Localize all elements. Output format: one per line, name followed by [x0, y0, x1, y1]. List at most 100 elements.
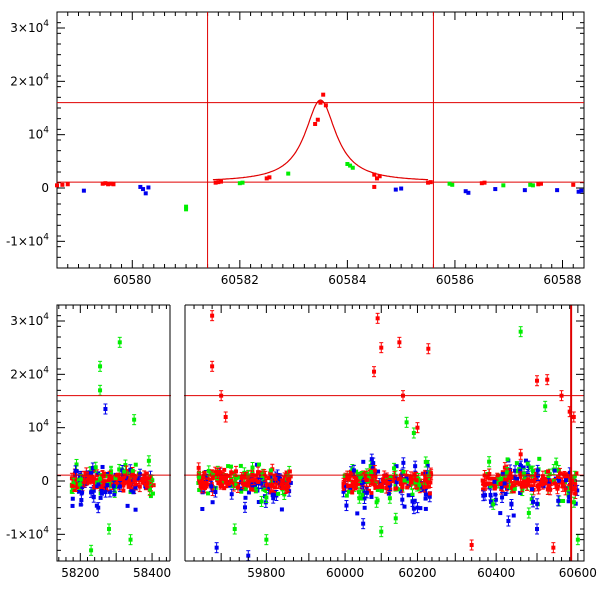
red-data-point — [206, 482, 211, 487]
green-data-point — [571, 500, 576, 505]
red-data-point — [235, 485, 240, 490]
blue-data-point — [398, 489, 403, 494]
green-outlier-point — [89, 548, 94, 553]
blue-data-point — [511, 513, 516, 518]
red-data-point — [515, 480, 520, 485]
red-data-point — [128, 481, 133, 486]
red-data-point — [570, 478, 575, 483]
red-outlier-point — [375, 316, 380, 321]
blue-outlier-point — [103, 407, 108, 411]
green-outlier-point — [404, 420, 409, 425]
red-data-point — [555, 486, 560, 491]
green-data-point — [357, 490, 362, 495]
green-data-point — [388, 475, 393, 480]
blue-data-point — [425, 463, 430, 468]
red-data-point — [98, 483, 103, 488]
red-data-point — [213, 180, 218, 185]
green-outlier-point — [575, 537, 580, 542]
blue-data-point — [143, 191, 148, 196]
blue-data-point — [361, 459, 366, 464]
green-data-point — [572, 474, 577, 479]
blue-data-point — [509, 501, 514, 506]
blue-data-point — [117, 484, 122, 489]
blue-data-point — [423, 496, 428, 501]
blue-data-point — [523, 458, 528, 463]
y-tick-label: 3×104 — [10, 312, 49, 328]
red-data-point — [546, 469, 551, 474]
green-data-point — [93, 465, 98, 470]
blue-data-point — [362, 496, 367, 501]
red-data-point — [563, 487, 568, 492]
bottom-plot-frame-right — [185, 304, 585, 562]
red-data-point — [413, 475, 418, 480]
red-outlier-point — [571, 415, 576, 419]
y-tick-label: 104 — [28, 419, 49, 435]
red-data-point — [542, 476, 547, 481]
red-data-point — [216, 481, 221, 486]
red-data-point — [380, 484, 385, 489]
blue-data-point — [270, 493, 275, 498]
blue-data-point — [90, 465, 95, 470]
red-data-point — [55, 183, 59, 188]
red-data-point — [572, 480, 577, 485]
red-outlier-point — [469, 543, 474, 547]
red-data-point — [249, 487, 254, 492]
red-data-point — [219, 179, 224, 184]
red-data-point — [420, 481, 425, 486]
green-data-point — [250, 465, 255, 470]
blue-data-point — [70, 496, 75, 501]
red-data-point — [489, 476, 494, 481]
green-outlier-point — [128, 537, 133, 542]
green-data-point — [243, 487, 248, 492]
blue-data-point — [386, 491, 391, 496]
blue-data-point — [88, 470, 93, 475]
blue-data-point — [138, 184, 143, 189]
blue-data-point — [579, 188, 584, 193]
green-outlier-point — [232, 527, 237, 531]
green-outlier-point — [379, 529, 384, 534]
green-data-point — [237, 181, 242, 186]
blue-data-point — [515, 476, 520, 481]
blue-data-point — [387, 483, 392, 488]
blue-data-point — [567, 495, 572, 500]
red-data-point — [145, 484, 150, 489]
blue-data-point — [364, 490, 369, 495]
blue-data-point — [493, 497, 498, 502]
red-data-point — [545, 487, 550, 492]
red-data-point — [525, 477, 530, 482]
red-data-point — [122, 481, 127, 486]
bottom-plot-frame-left — [56, 304, 170, 562]
red-data-point — [102, 471, 107, 476]
red-data-point — [205, 477, 210, 482]
red-data-point — [263, 474, 268, 479]
red-data-point — [526, 479, 531, 484]
red-data-point — [384, 479, 389, 484]
red-data-point — [313, 122, 318, 126]
red-outlier-point — [551, 545, 556, 550]
x-tick-label: 60600 — [559, 566, 597, 580]
red-data-point — [240, 474, 245, 479]
blue-data-point — [362, 505, 367, 510]
blue-data-point — [513, 468, 518, 473]
red-data-point — [425, 480, 430, 485]
blue-data-point — [259, 481, 264, 486]
green-data-point — [501, 183, 506, 188]
red-data-point — [246, 483, 251, 488]
green-data-point — [238, 463, 243, 468]
red-data-point — [487, 472, 492, 477]
red-data-point — [209, 482, 214, 487]
green-data-point — [528, 465, 533, 470]
red-data-point — [144, 471, 149, 476]
green-data-point — [364, 471, 369, 476]
blue-data-point — [523, 474, 528, 479]
red-data-point — [222, 467, 227, 472]
red-data-point — [276, 481, 281, 486]
red-data-point — [273, 476, 278, 481]
red-data-point — [574, 471, 579, 476]
green-data-point — [184, 204, 189, 209]
red-data-point — [548, 487, 553, 492]
red-data-point — [348, 470, 353, 475]
red-data-point — [246, 479, 251, 484]
red-data-point — [380, 477, 385, 482]
blue-data-point — [369, 457, 374, 462]
